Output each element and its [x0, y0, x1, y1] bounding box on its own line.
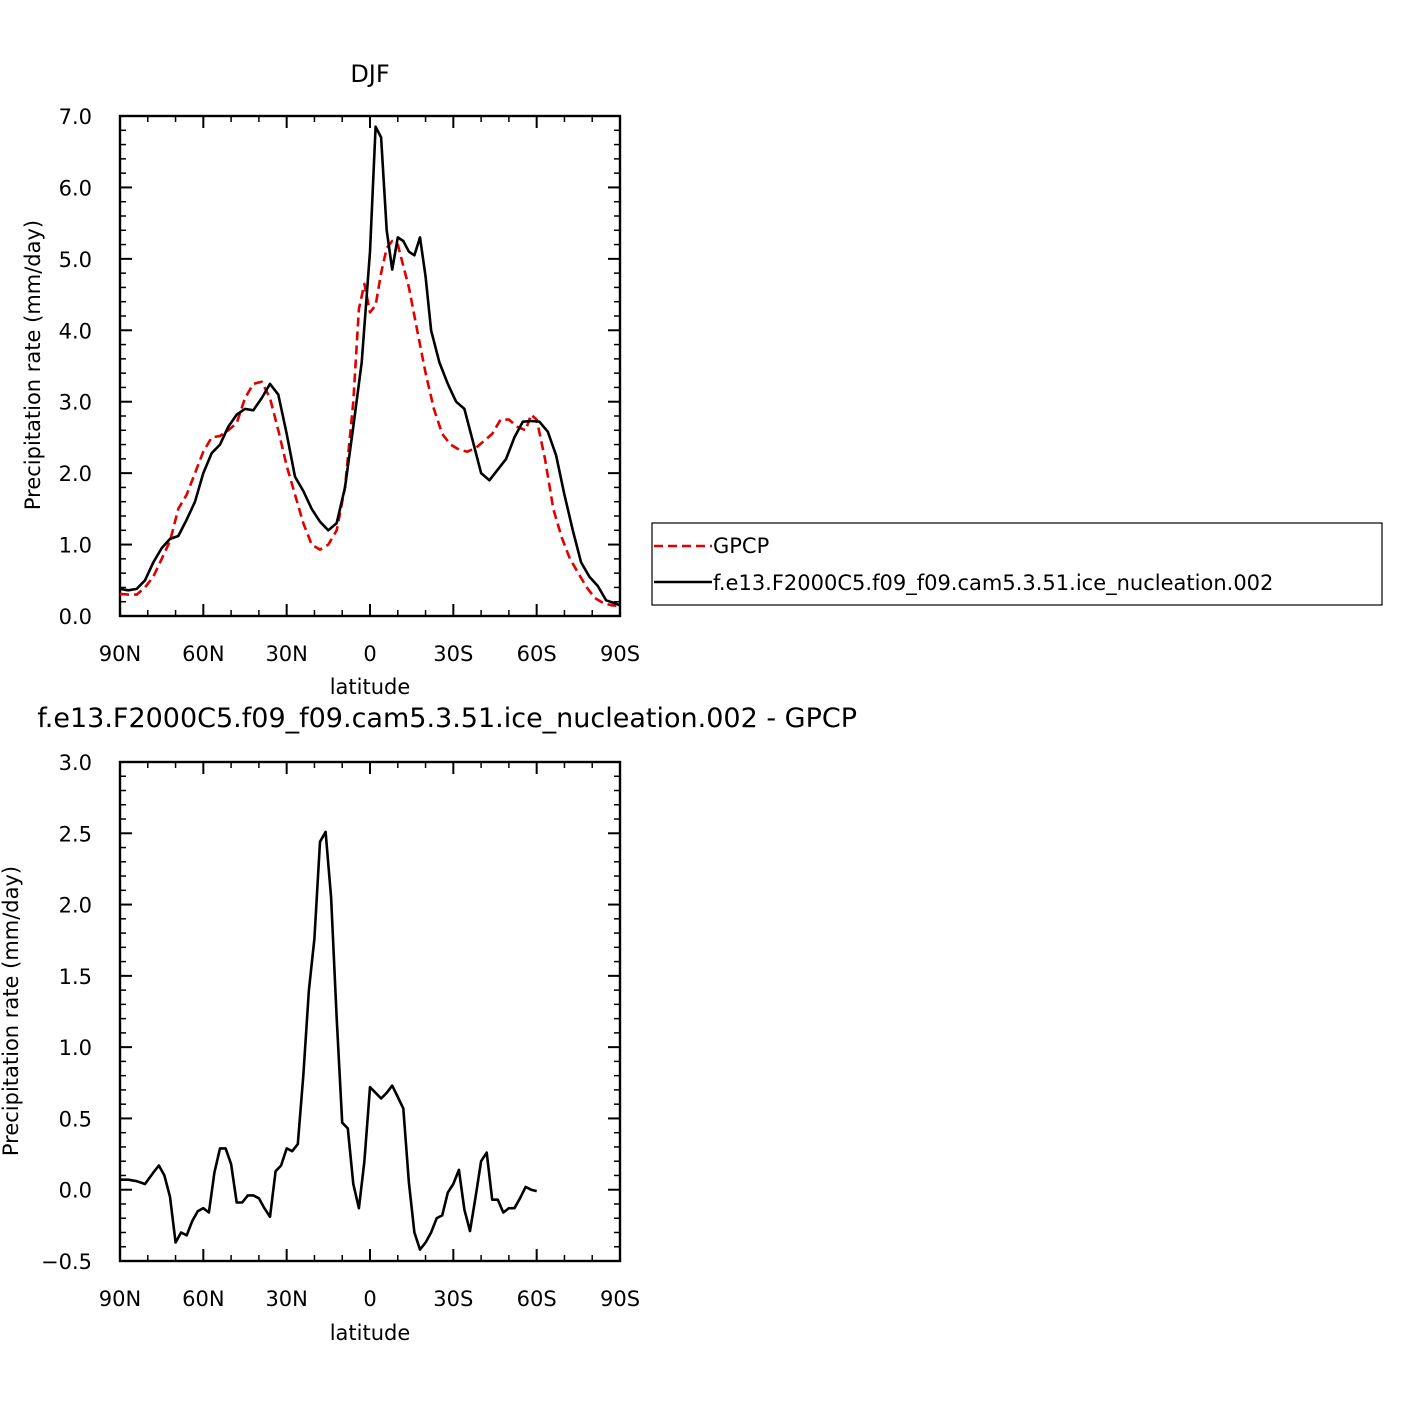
y-tick-label-bottom: 3.0 — [59, 751, 92, 775]
y-tick-label-bottom: 2.0 — [59, 894, 92, 918]
x-axis-label-top: latitude — [330, 675, 411, 699]
y-tick-label-bottom: 0.5 — [59, 1107, 92, 1131]
y-axis-label-top: Precipitation rate (mm/day) — [21, 220, 45, 510]
x-tick-label-top: 60S — [517, 642, 557, 666]
legend-label-gpcp: GPCP — [713, 534, 769, 558]
x-tick-label-top: 30N — [265, 642, 307, 666]
y-tick-label-top: 5.0 — [59, 248, 92, 272]
y-tick-label-top: 2.0 — [59, 462, 92, 486]
y-tick-label-top: 4.0 — [59, 319, 92, 343]
x-tick-label-top: 60N — [182, 642, 224, 666]
y-tick-label-top: 0.0 — [59, 605, 92, 629]
y-tick-label-bottom: −0.5 — [41, 1250, 92, 1274]
plot-frame-top — [118, 114, 622, 618]
axes-bottom: 90N 60N 30N 0 30S 60S 90S −0.5 0.0 0.5 1.0 1.5 2.0 2.… — [41, 751, 640, 1311]
y-tick-label-top: 3.0 — [59, 391, 92, 415]
x-tick-label-top: 90S — [600, 642, 640, 666]
legend: GPCP f.e13.F2000C5.f09_f09.cam5.3.51.ice… — [651, 522, 1383, 606]
x-tick-label-bottom: 60N — [182, 1287, 224, 1311]
y-tick-label-top: 7.0 — [59, 105, 92, 129]
x-tick-label-top: 90N — [99, 642, 141, 666]
legend-box — [651, 522, 1383, 606]
y-tick-label-top: 6.0 — [59, 176, 92, 200]
legend-label-model: f.e13.F2000C5.f09_f09.cam5.3.51.ice_nucl… — [713, 571, 1273, 596]
x-tick-label-bottom: 90S — [600, 1287, 640, 1311]
chart-title-top: DJF — [350, 60, 389, 88]
x-tick-label-bottom: 0 — [363, 1287, 376, 1311]
series-line-top-1 — [119, 125, 621, 607]
x-tick-label-bottom: 60S — [517, 1287, 557, 1311]
chart-title-bottom: f.e13.F2000C5.f09_f09.cam5.3.51.ice_nucl… — [37, 703, 857, 734]
chart-panel-top: DJF 90N 60N 30N 0 30S 60S 90S 0.0 1.0 2.0 3.0 4.0 5.… — [21, 60, 640, 699]
y-tick-label-top: 1.0 — [59, 534, 92, 558]
plot-frame-bottom — [118, 760, 622, 1263]
y-tick-label-bottom: 0.0 — [59, 1179, 92, 1203]
x-tick-label-bottom: 30N — [265, 1287, 307, 1311]
x-tick-label-top: 0 — [363, 642, 376, 666]
x-tick-label-bottom: 90N — [99, 1287, 141, 1311]
y-tick-label-bottom: 1.0 — [59, 1036, 92, 1060]
x-axis-label-bottom: latitude — [330, 1321, 411, 1345]
y-tick-label-bottom: 2.5 — [59, 822, 92, 846]
series-group-top — [119, 125, 621, 608]
y-axis-label-bottom: Precipitation rate (mm/day) — [0, 866, 23, 1156]
axes-top: 90N 60N 30N 0 30S 60S 90S 0.0 1.0 2.0 3.0 4.0 5.0 6.0… — [59, 105, 640, 666]
y-tick-label-bottom: 1.5 — [59, 965, 92, 989]
chart-panel-bottom: f.e13.F2000C5.f09_f09.cam5.3.51.ice_nucl… — [0, 703, 857, 1345]
series-group-bottom — [120, 830, 538, 1251]
x-tick-label-bottom: 30S — [433, 1287, 473, 1311]
series-line-top-0 — [119, 239, 621, 608]
x-tick-label-top: 30S — [433, 642, 473, 666]
series-line-bottom-0 — [120, 830, 538, 1251]
